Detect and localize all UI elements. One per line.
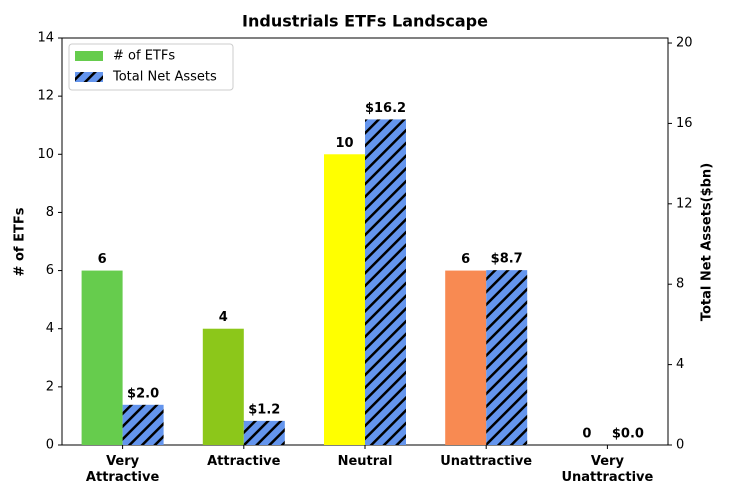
x-tick-label: Unattractive — [440, 454, 532, 469]
value-label: $2.0 — [127, 386, 159, 401]
chart-title: Industrials ETFs Landscape — [242, 12, 488, 31]
y2-tick-label: 20 — [676, 36, 693, 51]
value-label: $1.2 — [248, 402, 280, 417]
y2-tick-label: 16 — [676, 116, 693, 131]
x-tick-label: Neutral — [338, 454, 393, 469]
y-tick-label: 6 — [46, 263, 54, 278]
legend-label: # of ETFs — [113, 49, 175, 64]
y-axis-label: # of ETFs — [13, 207, 28, 276]
legend-box — [68, 43, 234, 91]
y-tick-label: 14 — [37, 31, 54, 46]
y-tick-label: 12 — [37, 89, 54, 104]
value-label: $8.7 — [491, 252, 523, 267]
value-label: $16.2 — [365, 101, 406, 116]
value-label: 4 — [219, 310, 228, 325]
legend-swatch — [75, 72, 103, 82]
bar — [81, 270, 123, 445]
y-tick-label: 0 — [46, 438, 54, 453]
y-tick-label: 8 — [46, 205, 54, 220]
bar — [122, 404, 164, 445]
y2-tick-label: 8 — [676, 277, 684, 292]
y-tick-label: 10 — [37, 147, 54, 162]
y-tick-label: 2 — [46, 379, 54, 394]
value-label: 6 — [98, 252, 107, 267]
bar — [365, 119, 406, 446]
value-label: $0.0 — [612, 427, 644, 442]
bar — [243, 420, 285, 445]
x-tick-label: Attractive — [207, 454, 281, 469]
legend-swatch — [75, 51, 103, 61]
y2-tick-label: 0 — [676, 438, 684, 453]
y2-tick-label: 4 — [676, 357, 684, 372]
bar — [202, 328, 244, 445]
value-label: 0 — [582, 427, 591, 442]
legend-label: Total Net Assets — [112, 70, 217, 85]
bar — [445, 270, 487, 445]
x-tick-label: Very Attractive — [86, 454, 160, 485]
y2-axis-label: Total Net Assets($bn) — [700, 163, 715, 321]
y2-tick-label: 12 — [676, 196, 693, 211]
x-tick-label: Very Unattractive — [561, 454, 653, 485]
y-tick-label: 4 — [46, 321, 54, 336]
bar — [486, 270, 528, 445]
value-label: 6 — [461, 252, 470, 267]
bar — [324, 154, 365, 446]
value-label: 10 — [335, 136, 353, 151]
